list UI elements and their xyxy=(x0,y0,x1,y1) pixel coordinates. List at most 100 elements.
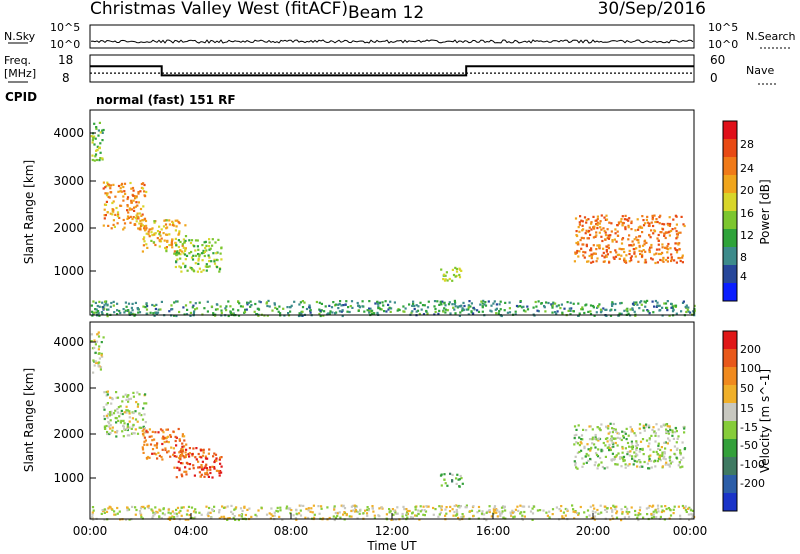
echo-cell-region-5 xyxy=(596,215,599,218)
echo-cell-region-1 xyxy=(134,197,137,200)
echo-cell-region-6 xyxy=(520,306,524,309)
echo-cell-region-6 xyxy=(396,309,399,312)
echo-cell-region-5 xyxy=(630,221,633,225)
echo-cell-region-5 xyxy=(616,444,619,447)
echo-cell-region-5 xyxy=(578,444,581,447)
echo-cell-region-6 xyxy=(213,505,216,508)
echo-cell-region-6 xyxy=(693,309,696,312)
echo-cell-region-1 xyxy=(143,190,146,193)
echo-cell-region-4 xyxy=(459,268,462,271)
echo-cell-region-6 xyxy=(416,309,420,312)
echo-cell-region-6 xyxy=(681,301,685,304)
echo-cell-region-5 xyxy=(678,248,681,251)
echo-cell-region-1 xyxy=(123,182,127,185)
echo-cell-region-6 xyxy=(597,305,600,308)
echo-cell-region-1 xyxy=(115,431,118,434)
echo-cell-region-1 xyxy=(141,219,144,222)
echo-cell-region-2 xyxy=(166,451,169,454)
echo-cell-region-5 xyxy=(631,430,634,433)
echo-cell-region-6 xyxy=(545,301,548,304)
echo-cell-region-5 xyxy=(587,218,590,221)
power-cbar-tick-12: 12 xyxy=(740,229,754,242)
echo-cell-region-6 xyxy=(472,312,475,315)
echo-cell-region-6 xyxy=(462,301,465,304)
echo-cell-region-5 xyxy=(633,251,636,254)
echo-cell-region-6 xyxy=(659,515,662,518)
echo-cell-region-3 xyxy=(204,472,207,475)
xtick-label-16: 16:00 xyxy=(476,524,511,538)
echo-cell-region-6 xyxy=(220,311,223,314)
echo-cell-region-1 xyxy=(107,412,110,416)
echo-cell-region-1 xyxy=(126,205,129,208)
echo-cell-region-1 xyxy=(113,225,116,228)
echo-cell-region-5 xyxy=(626,453,629,456)
echo-cell-region-1 xyxy=(104,214,107,217)
echo-cell-region-5 xyxy=(656,261,659,264)
echo-cell-region-4 xyxy=(461,482,464,485)
echo-cell-region-6 xyxy=(646,299,649,302)
echo-cell-region-5 xyxy=(587,237,590,240)
echo-cell-region-6 xyxy=(655,305,658,308)
echo-cell-region-6 xyxy=(125,305,128,308)
echo-cell-region-6 xyxy=(366,508,369,511)
echo-cell-region-3 xyxy=(204,465,207,468)
cpid-label: CPID xyxy=(5,90,37,104)
echo-cell-region-5 xyxy=(581,465,584,468)
echo-cell-region-6 xyxy=(300,312,303,315)
xtick-label-8: 08:00 xyxy=(274,524,309,538)
echo-cell-region-1 xyxy=(139,219,142,222)
echo-cell-region-6 xyxy=(588,514,591,517)
echo-cell-region-4 xyxy=(449,472,452,475)
echo-cell-region-6 xyxy=(198,511,201,514)
echo-cell-region-6 xyxy=(668,314,671,317)
echo-cell-region-6 xyxy=(257,308,261,311)
echo-cell-region-5 xyxy=(664,447,667,450)
echo-cell-region-2 xyxy=(154,232,157,235)
echo-cell-region-1 xyxy=(145,402,148,405)
echo-cell-region-1 xyxy=(143,183,146,187)
echo-cell-region-6 xyxy=(406,509,409,513)
echo-cell-region-5 xyxy=(662,457,665,460)
echo-cell-region-3 xyxy=(182,246,185,249)
echo-cell-region-5 xyxy=(583,445,586,448)
echo-cell-region-6 xyxy=(468,300,471,303)
freq-strip: Freq. [MHz] 18 8 60 0 Nave xyxy=(4,53,776,85)
echo-cell-region-2 xyxy=(147,233,150,236)
echo-cell-region-5 xyxy=(654,261,657,265)
echo-cell-region-5 xyxy=(585,221,588,224)
echo-cell-region-5 xyxy=(668,223,671,226)
velocity-colorbar-band xyxy=(723,457,737,476)
echo-cell-region-6 xyxy=(352,509,355,512)
echo-cell-region-1 xyxy=(115,396,118,399)
echo-cell-region-5 xyxy=(666,245,669,248)
echo-cell-region-2 xyxy=(150,239,153,242)
echo-cell-region-2 xyxy=(182,455,185,458)
echo-cell-region-5 xyxy=(625,427,628,430)
echo-cell-region-5 xyxy=(633,432,636,435)
echo-cell-region-5 xyxy=(598,437,601,440)
echo-cell-region-6 xyxy=(566,508,569,511)
echo-cell-region-6 xyxy=(214,308,218,311)
echo-cell-region-5 xyxy=(673,247,677,250)
echo-cell-region-1 xyxy=(142,425,145,428)
echo-cell-region-0 xyxy=(101,139,104,142)
echo-cell-region-6 xyxy=(151,303,154,307)
echo-cell-region-5 xyxy=(583,256,586,259)
echo-cell-region-6 xyxy=(389,300,392,303)
echo-cell-region-5 xyxy=(578,230,581,233)
echo-cell-region-0 xyxy=(90,333,93,336)
echo-cell-region-6 xyxy=(543,305,546,308)
echo-cell-region-6 xyxy=(455,508,458,512)
echo-cell-region-5 xyxy=(628,454,631,457)
echo-cell-region-3 xyxy=(175,455,178,458)
echo-cell-region-6 xyxy=(648,504,651,508)
echo-cell-region-6 xyxy=(645,507,648,510)
echo-cell-region-5 xyxy=(680,458,683,462)
power-ytick-label-2000: 2000 xyxy=(53,221,84,235)
echo-cell-region-3 xyxy=(181,462,184,465)
echo-cell-region-6 xyxy=(503,309,506,312)
echo-cell-region-6 xyxy=(561,515,564,518)
echo-cell-region-3 xyxy=(176,466,179,469)
echo-cell-region-6 xyxy=(307,516,310,520)
echo-cell-region-6 xyxy=(460,304,463,307)
